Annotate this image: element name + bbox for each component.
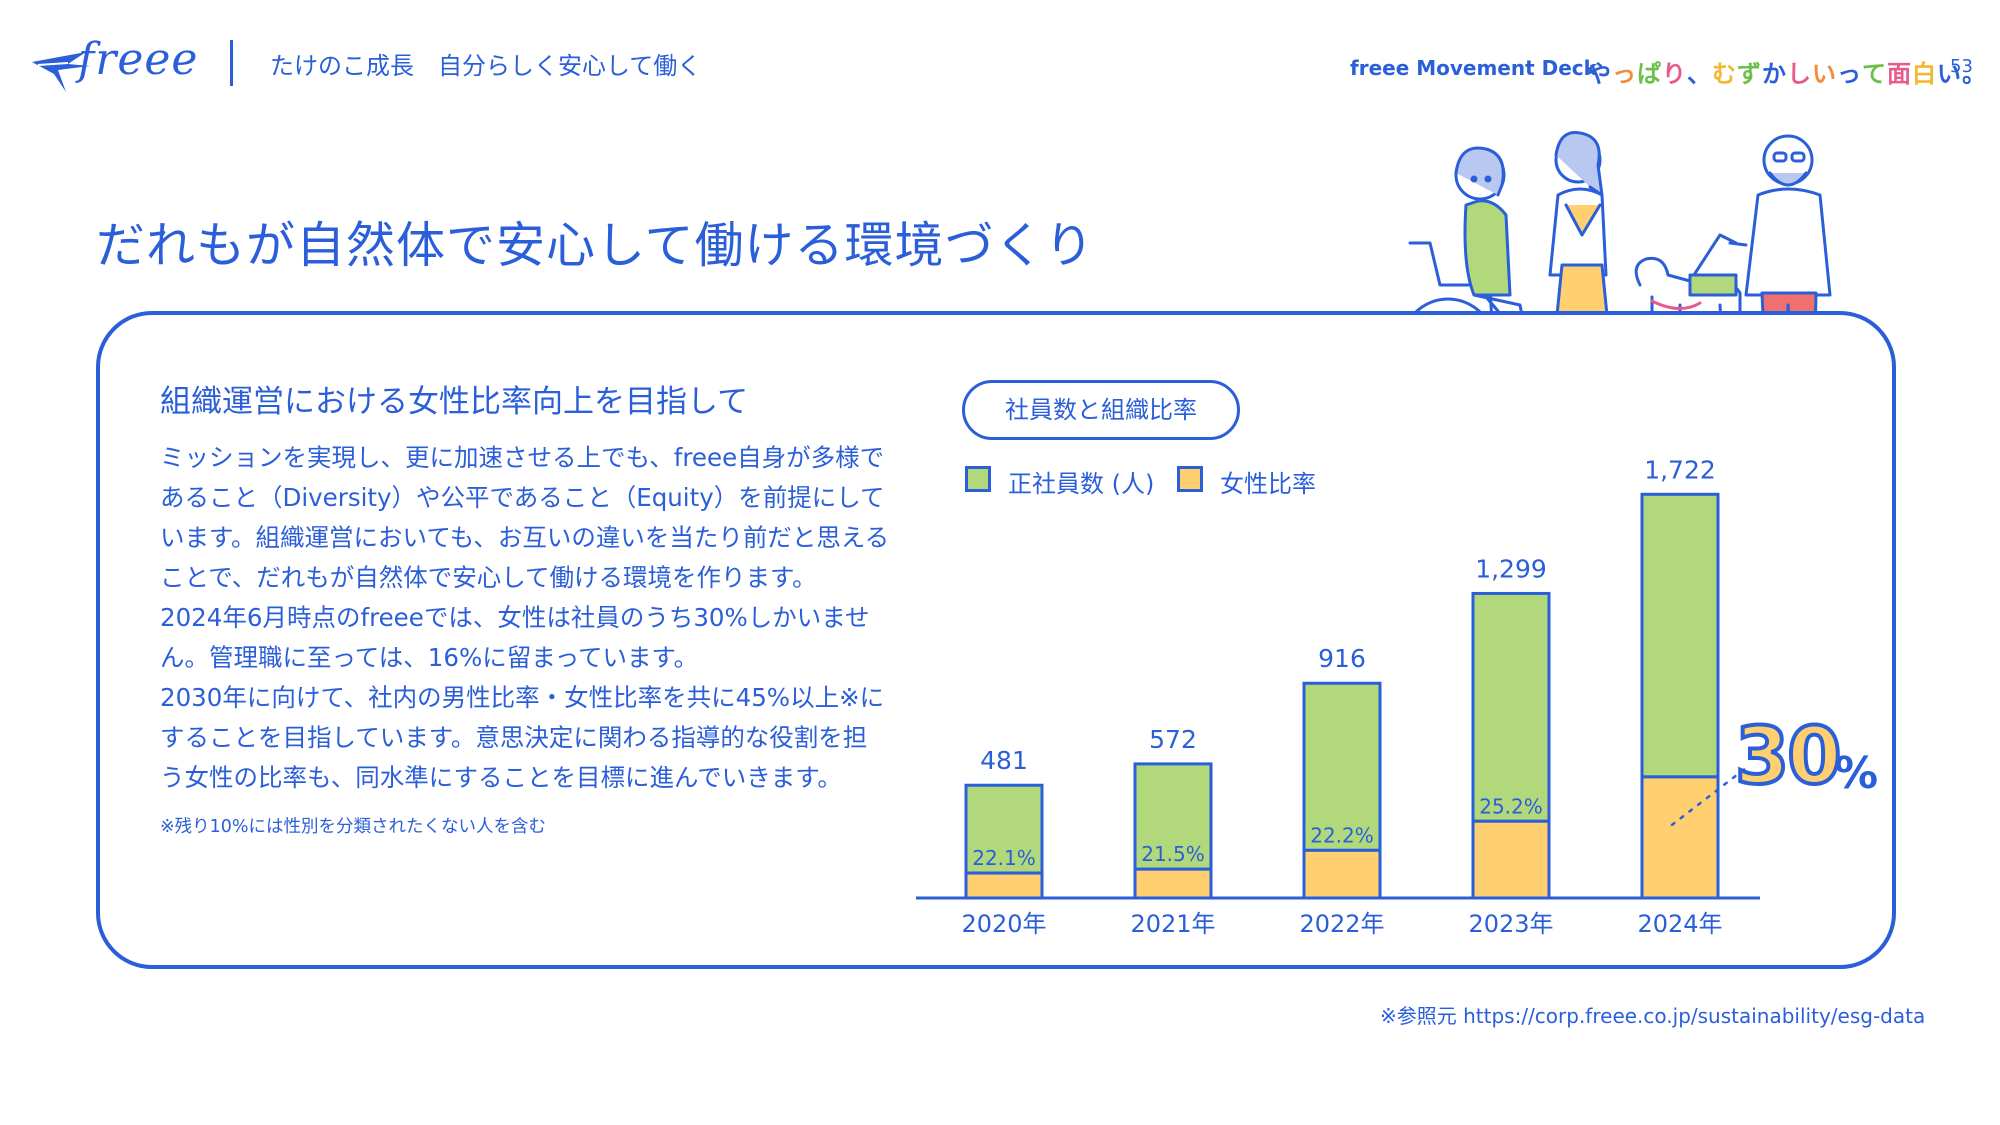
body-paragraph-diversity: ミッションを実現し、更に加速させる上でも、freee自身が多様であること（Div…	[160, 443, 890, 592]
tagline-char: っ	[1612, 60, 1637, 88]
footnote: ※残り10%には性別を分類されたくない人を含む	[160, 817, 547, 837]
x-tick-label: 2022年	[1299, 910, 1384, 938]
header-divider	[230, 40, 233, 86]
tagline-char: 。	[1962, 60, 1987, 88]
bar-women-share	[1133, 867, 1213, 900]
body-paragraph-current-ratio: 2024年6月時点のfreeeでは、女性は社員のうち30%しかいません。管理職に…	[160, 603, 870, 672]
tagline-char: い	[1812, 60, 1837, 88]
tagline-char: っ	[1837, 60, 1862, 88]
women-ratio-label: 25.2%	[1479, 794, 1543, 818]
tagline-char: 面	[1887, 60, 1912, 88]
legend-employees-label: 正社員数 (人)	[1008, 470, 1155, 498]
women-ratio-label: 22.2%	[1310, 823, 1374, 847]
tagline-char: 白	[1912, 60, 1937, 88]
tagline-char: ず	[1737, 60, 1762, 88]
bar-employees	[1640, 492, 1720, 779]
body-paragraph-2030-goal: 2030年に向けて、社内の男性比率・女性比率を共に45%以上※にすることを目指し…	[160, 683, 885, 792]
tagline-char: い	[1937, 60, 1962, 88]
women-ratio-label: 22.1%	[972, 846, 1036, 870]
bar-women-share	[964, 871, 1044, 900]
bar-employees	[1302, 681, 1382, 852]
section-heading: 組織運営における女性比率向上を目指して	[160, 384, 749, 420]
legend-women-label: 女性比率	[1220, 470, 1316, 498]
bar-value-label: 572	[1149, 725, 1197, 754]
tagline-char: 、	[1687, 60, 1712, 88]
tagline-char: て	[1862, 60, 1887, 88]
bar-women-share	[1302, 848, 1382, 900]
page-title: だれもが自然体で安心して働ける環境づくり	[96, 217, 1095, 274]
bar-women-share	[1471, 819, 1551, 900]
x-tick-label: 2023年	[1468, 910, 1553, 938]
tagline-char: む	[1712, 60, 1737, 88]
x-tick-label: 2020年	[961, 910, 1046, 938]
body-text: ミッションを実現し、更に加速させる上でも、freee自身が多様であること（Div…	[160, 438, 890, 798]
tagline-char: し	[1787, 60, 1812, 88]
chart-title-badge: 社員数と組織比率	[962, 380, 1240, 440]
page-number: 53	[1950, 56, 1973, 77]
deck-name: freee Movement Deck	[1350, 56, 1597, 80]
women-ratio-label: 21.5%	[1141, 842, 1205, 866]
logo-wordmark: freee	[78, 34, 199, 85]
bar-value-label: 1,722	[1644, 455, 1716, 484]
tagline-char: か	[1762, 60, 1787, 88]
legend-women-swatch	[1177, 466, 1203, 492]
header-subtitle: たけのこ成長 自分らしく安心して働く	[270, 52, 702, 80]
x-tick-label: 2024年	[1637, 910, 1722, 938]
tagline-char: や	[1587, 60, 1612, 88]
tagline-char: ぱ	[1637, 60, 1662, 88]
bar-employees	[1133, 762, 1213, 871]
x-tick-label: 2021年	[1130, 910, 1215, 938]
highlight-percent-unit: %	[1834, 748, 1879, 799]
highlight-30-value: 30	[1733, 710, 1844, 804]
bar-value-label: 916	[1318, 644, 1366, 673]
reference-link[interactable]: ※参照元 https://corp.freee.co.jp/sustainabi…	[1380, 1004, 1926, 1028]
bar-value-label: 481	[980, 746, 1028, 775]
employee-bar-chart: 481 22.1% 2020年 572 21.5% 2021年 916 22.2% 2022年 1…	[916, 455, 1760, 938]
tagline: やっぱり、むずかしいって面白い。	[1587, 54, 1987, 89]
bar-value-label: 1,299	[1475, 554, 1547, 583]
bar-employees	[964, 783, 1044, 875]
tagline-char: り	[1662, 60, 1687, 88]
legend-employees-swatch	[965, 466, 991, 492]
freee-bird-logo-icon	[32, 52, 90, 92]
bar-employees	[1471, 591, 1551, 823]
bar-women-share	[1640, 775, 1720, 900]
